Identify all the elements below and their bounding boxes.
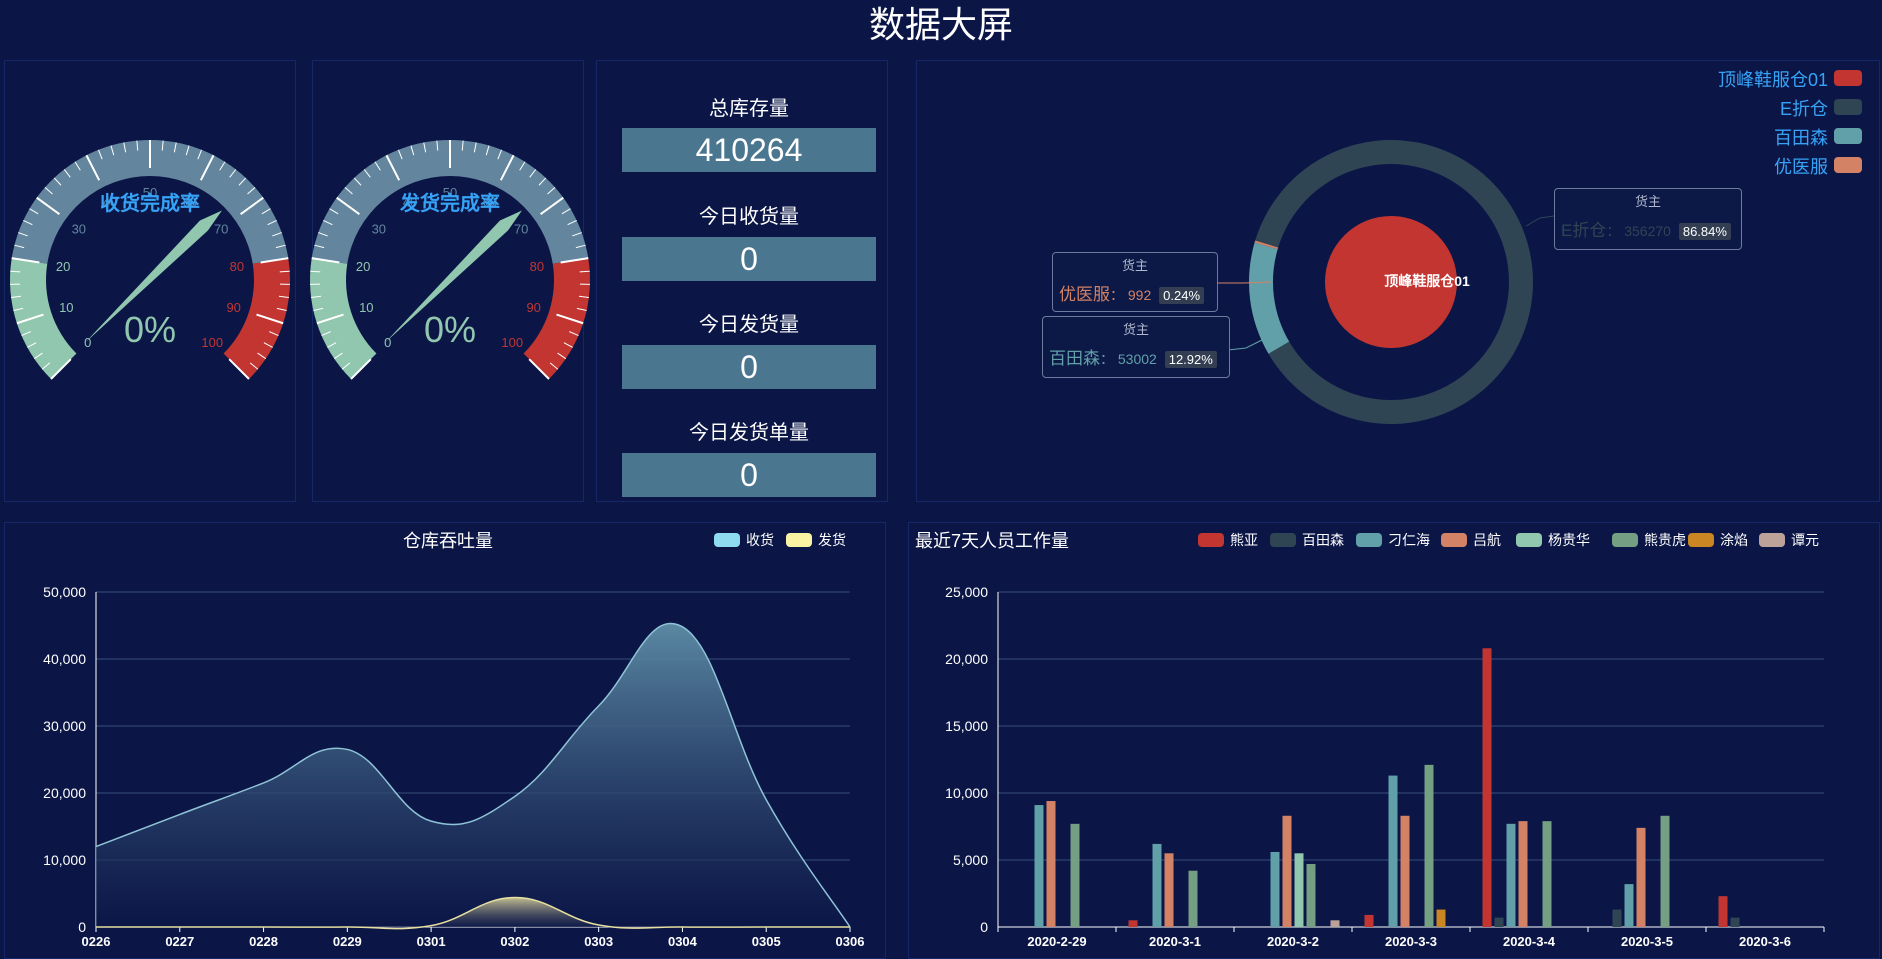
bar — [1719, 896, 1728, 927]
workload-bar-chart: 0 5,000 10,000 15,000 20,000 25,000 2020-2-29 2… — [908, 517, 1878, 957]
x-tick-label: 2020-3-2 — [1267, 934, 1319, 949]
x-tick-label: 2020-2-29 — [1027, 934, 1086, 949]
tooltip-value: 992 — [1128, 287, 1151, 303]
tooltip-percent: 0.24% — [1159, 287, 1204, 304]
x-tick-label: 2020-3-5 — [1621, 934, 1673, 949]
x-tick-label: 2020-3-3 — [1385, 934, 1437, 949]
bar — [1613, 910, 1622, 927]
bar — [1507, 824, 1516, 927]
y-tick-label: 25,000 — [945, 584, 988, 600]
x-tick-label: 0226 — [82, 934, 111, 949]
bar — [1731, 918, 1740, 927]
tooltip-title: 货主 — [1555, 191, 1741, 210]
bar — [1271, 852, 1280, 927]
y-tick-label: 0 — [980, 919, 988, 935]
tooltip-title: 货主 — [1053, 255, 1217, 274]
pie-legend-label[interactable]: E折仓 — [1780, 95, 1828, 121]
pie-legend-label[interactable]: 顶峰鞋服仓01 — [1718, 66, 1828, 92]
y-tick-label: 30,000 — [43, 718, 86, 734]
bar — [1071, 824, 1080, 927]
x-tick-label: 0304 — [668, 934, 698, 949]
y-tick-label: 5,000 — [953, 852, 988, 868]
bar — [1625, 884, 1634, 927]
pie-inner-label: 顶峰鞋服仓01 — [1384, 273, 1470, 289]
bar — [1129, 920, 1138, 927]
pie-legend-swatch[interactable] — [1834, 128, 1862, 144]
tooltip-percent: 12.92% — [1165, 351, 1217, 368]
y-tick-label: 50,000 — [43, 584, 86, 600]
bar — [1153, 844, 1162, 927]
pie-legend-swatch[interactable] — [1834, 70, 1862, 86]
y-tick-label: 10,000 — [43, 852, 86, 868]
bar — [1165, 853, 1174, 927]
pie-legend-label[interactable]: 百田森 — [1774, 124, 1828, 150]
bar — [1283, 816, 1292, 927]
bar — [1637, 828, 1646, 927]
tooltip-e-zhe: 货主 E折仓： 356270 86.84% — [1554, 188, 1742, 250]
pie-legend-label[interactable]: 优医服 — [1774, 153, 1828, 179]
bar — [1047, 801, 1056, 927]
tooltip-name: E折仓 — [1561, 221, 1606, 240]
pie-leader-line — [1228, 340, 1262, 350]
tooltip-value: 356270 — [1624, 223, 1671, 239]
x-tick-label: 0229 — [333, 934, 362, 949]
bar — [1425, 765, 1434, 927]
bar — [1543, 821, 1552, 927]
y-tick-label: 15,000 — [945, 718, 988, 734]
x-tick-label: 2020-3-4 — [1503, 934, 1556, 949]
tooltip-title: 货主 — [1043, 319, 1229, 338]
tooltip-name: 优医服 — [1059, 285, 1110, 304]
y-tick-label: 20,000 — [945, 651, 988, 667]
bar — [1401, 816, 1410, 927]
x-tick-label: 2020-3-1 — [1149, 934, 1201, 949]
y-tick-label: 20,000 — [43, 785, 86, 801]
x-tick-label: 0303 — [584, 934, 613, 949]
pie-leader-line — [1526, 216, 1554, 226]
bar — [1035, 805, 1044, 927]
x-tick-label: 2020-3-6 — [1739, 934, 1791, 949]
pie-legend-swatch[interactable] — [1834, 157, 1862, 173]
bar — [1437, 910, 1446, 927]
bar — [1495, 918, 1504, 927]
bar — [1189, 871, 1198, 927]
x-tick-label: 0306 — [836, 934, 865, 949]
bar — [1307, 864, 1316, 927]
y-tick-label: 10,000 — [945, 785, 988, 801]
bar — [1295, 853, 1304, 927]
throughput-area-chart: 0 10,000 20,000 30,000 40,000 50,000 0226 0227 0… — [0, 517, 880, 957]
tooltip-percent: 86.84% — [1679, 223, 1731, 240]
owner-pie-chart: 顶峰鞋服仓01 — [0, 0, 1882, 500]
x-tick-label: 0228 — [249, 934, 278, 949]
tooltip-name: 百田森 — [1049, 349, 1100, 368]
x-tick-label: 0302 — [500, 934, 529, 949]
y-tick-label: 0 — [78, 919, 86, 935]
pie-legend-swatch[interactable] — [1834, 99, 1862, 115]
bar — [1365, 915, 1374, 927]
x-tick-label: 0227 — [165, 934, 194, 949]
area-fill-receive — [96, 623, 850, 927]
pie-outer-slice — [1249, 243, 1289, 354]
tooltip-bai-tian-sen: 货主 百田森： 53002 12.92% — [1042, 316, 1230, 378]
y-tick-label: 40,000 — [43, 651, 86, 667]
x-tick-label: 0305 — [752, 934, 781, 949]
bar — [1483, 648, 1492, 927]
tooltip-value: 53002 — [1118, 351, 1157, 367]
x-tick-label: 0301 — [417, 934, 446, 949]
bar — [1519, 821, 1528, 927]
bar — [1389, 776, 1398, 927]
bar — [1331, 920, 1340, 927]
bar — [1661, 816, 1670, 927]
tooltip-you-yi-fu: 货主 优医服： 992 0.24% — [1052, 252, 1218, 312]
